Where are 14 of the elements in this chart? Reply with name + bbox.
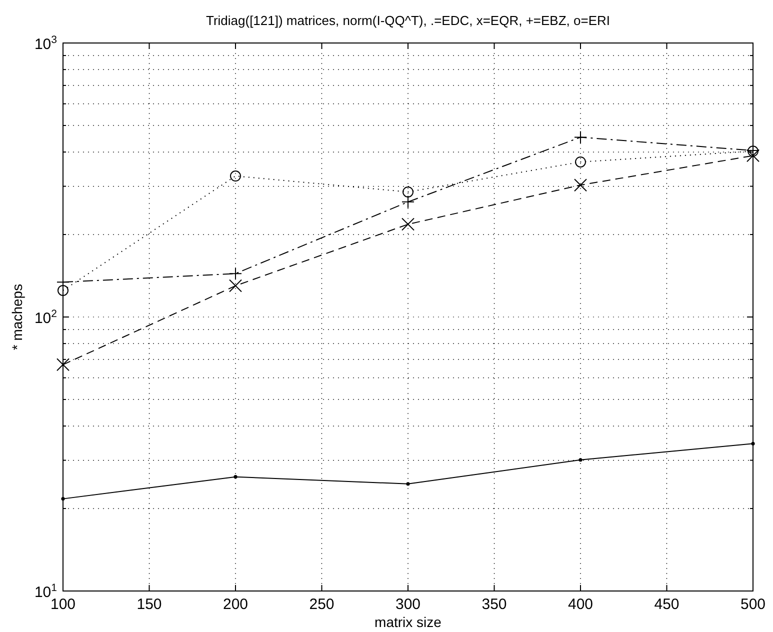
x-tick-label: 100	[50, 596, 76, 613]
x-tick-label: 200	[222, 596, 248, 613]
x-tick-label: 500	[740, 596, 766, 613]
x-tick-label: 400	[568, 596, 594, 613]
x-tick-label: 450	[654, 596, 680, 613]
y-axis-title: * macheps	[9, 284, 25, 350]
x-tick-label: 150	[136, 596, 162, 613]
x-tick-label: 250	[309, 596, 334, 613]
x-axis-title: matrix size	[374, 614, 442, 630]
x-tick-label: 350	[482, 596, 507, 613]
y-tick-label: 10$^{3}$	[34, 34, 58, 53]
x-tick-label: 300	[395, 596, 421, 613]
chart-title: Tridiag([121]) matrices, norm(I-QQ^T), .=EDC, x=EQR, +=EBZ, o=ERI	[206, 13, 610, 28]
y-tick-label: 10$^{2}$	[34, 308, 58, 327]
